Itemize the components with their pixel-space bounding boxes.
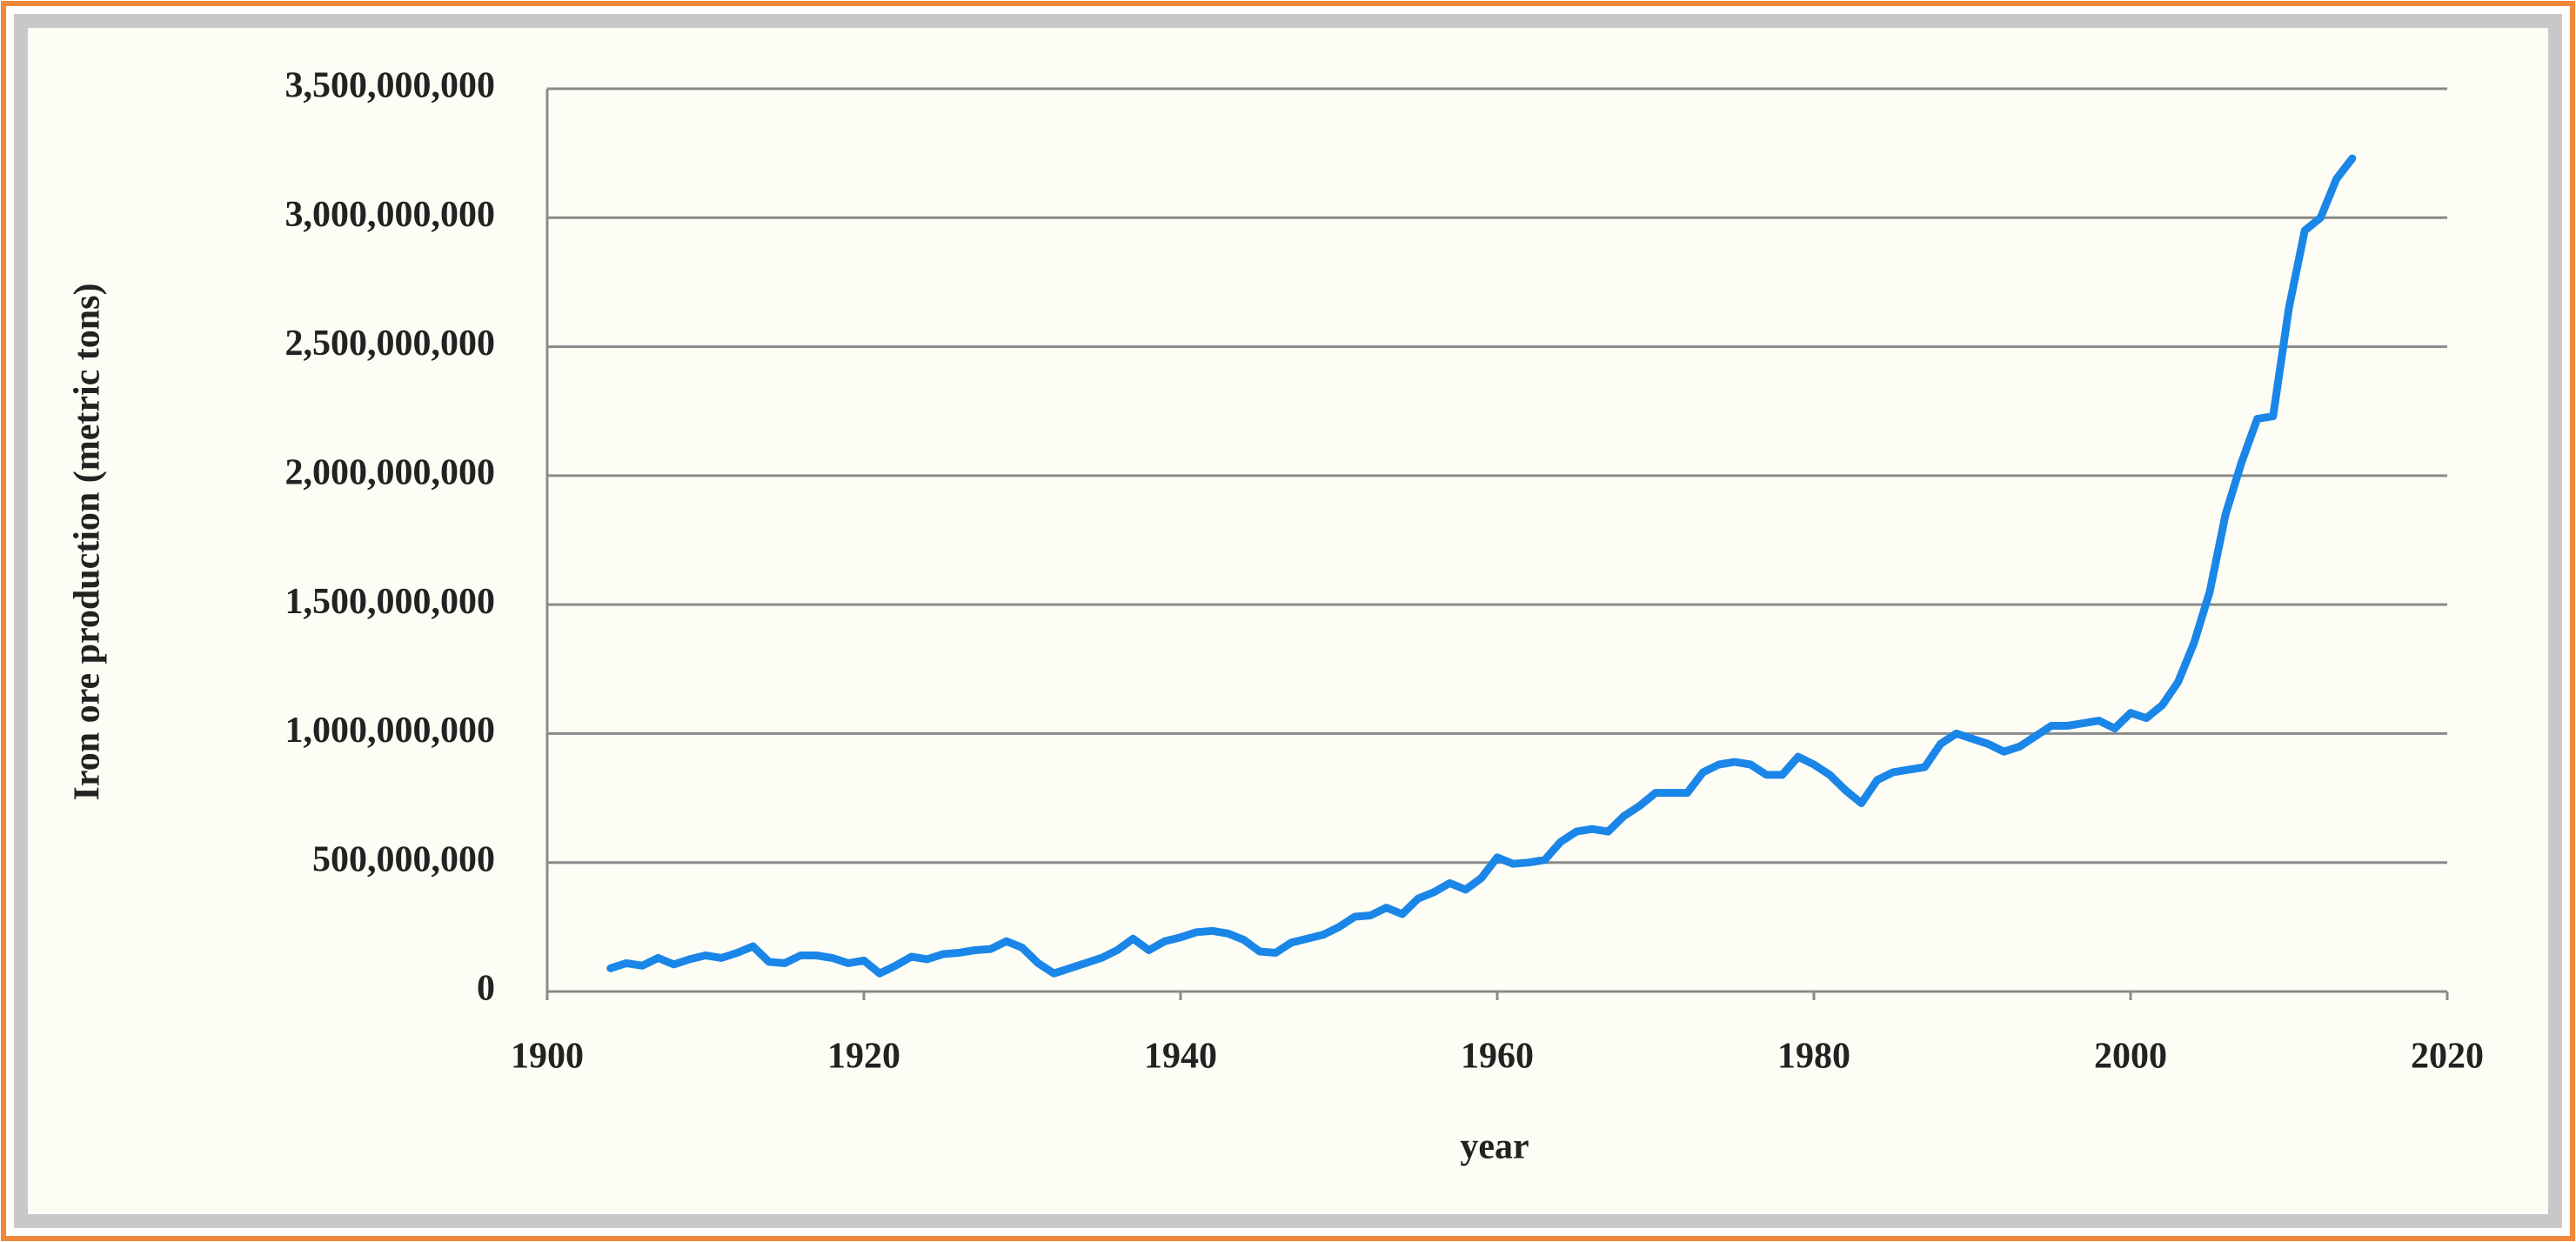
- y-axis-label: Iron ore production (metric tons): [68, 284, 108, 801]
- y-tick-label: 2,000,000,000: [285, 452, 496, 492]
- x-tick-label: 1920: [827, 1037, 900, 1077]
- x-tick-label: 1900: [511, 1037, 584, 1077]
- y-tick-label: 3,000,000,000: [285, 195, 496, 235]
- y-tick-label: 0: [477, 969, 495, 1009]
- x-tick-label: 1940: [1144, 1037, 1217, 1077]
- x-tick-label: 1960: [1461, 1037, 1534, 1077]
- x-tick-label: 2000: [2094, 1037, 2167, 1077]
- y-tick-label: 500,000,000: [312, 839, 495, 879]
- y-tick-label: 3,500,000,000: [285, 66, 496, 106]
- y-tick-label: 1,000,000,000: [285, 711, 496, 751]
- inner-frame: [14, 14, 2562, 1228]
- x-tick-label: 1980: [1777, 1037, 1850, 1077]
- x-axis-label: year: [1460, 1127, 1529, 1167]
- x-tick-label: 2020: [2411, 1037, 2484, 1077]
- data-line: [606, 154, 2357, 978]
- y-tick-label: 1,500,000,000: [285, 582, 496, 622]
- y-tick-label: 2,500,000,000: [285, 324, 496, 364]
